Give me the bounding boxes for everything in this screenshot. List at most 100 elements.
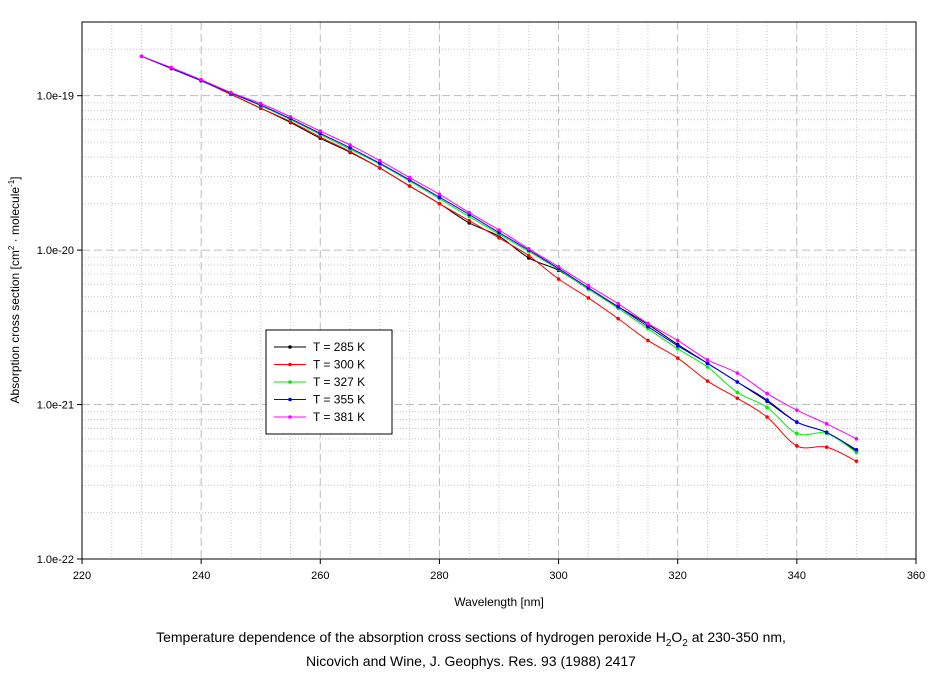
data-point (646, 321, 650, 326)
data-point (497, 236, 501, 240)
data-point (437, 195, 442, 200)
data-point (169, 65, 174, 70)
x-tick-label: 240 (192, 570, 210, 582)
legend-label: T = 285 K (313, 340, 365, 354)
data-point (586, 296, 591, 300)
data-point (497, 230, 501, 235)
x-tick-label: 260 (311, 570, 329, 582)
legend-label: T = 381 K (313, 410, 365, 424)
data-point (646, 324, 650, 329)
y-tick-label: 1.0e-20 (37, 245, 74, 257)
data-point (378, 166, 382, 170)
x-tick-label: 220 (73, 570, 91, 582)
data-point (824, 422, 829, 426)
data-point (229, 90, 233, 95)
data-point (646, 338, 650, 343)
data-point (765, 405, 769, 410)
y-axis-title-exp2: -1 (7, 179, 16, 187)
data-point (616, 316, 620, 321)
data-point (705, 361, 710, 366)
y-tick-label: 1.0e-21 (37, 400, 74, 412)
data-point (556, 277, 561, 281)
y-tick-label: 1.0e-22 (37, 554, 74, 566)
data-point (139, 54, 144, 59)
data-point (675, 356, 680, 360)
plot-frame (81, 21, 917, 560)
caption-sub-1: 2 (665, 637, 672, 649)
data-point (437, 192, 442, 197)
y-axis-title: Absorption cross section [cm2 · molecule… (7, 176, 22, 403)
data-point (675, 346, 680, 351)
data-point (765, 415, 769, 419)
data-point (437, 201, 442, 206)
data-point (526, 253, 531, 258)
caption-line-1-suffix: at 230-350 nm, (687, 629, 786, 645)
data-point (824, 445, 829, 449)
caption-line-1-prefix: Temperature dependence of the absorption… (156, 629, 666, 645)
data-point (497, 228, 501, 232)
data-point (199, 77, 203, 82)
x-tick-label: 360 (907, 570, 925, 582)
series-layer (139, 54, 859, 463)
major-grid (82, 22, 916, 559)
x-axis-title: Wavelength [nm] (454, 595, 544, 609)
data-point (556, 264, 561, 269)
data-point (616, 301, 620, 306)
data-point (616, 304, 620, 309)
x-tick-label: 320 (669, 570, 687, 582)
data-point (348, 145, 352, 150)
data-point (735, 371, 740, 375)
legend-items: T = 285 K T = 300 K T = 327 K T = 355 K T = … (274, 340, 365, 424)
data-point (467, 218, 472, 223)
x-tick-label: 340 (788, 570, 806, 582)
y-axis-title-prefix: Absorption cross section [cm (8, 250, 22, 403)
y-axis-title-middle: · molecule (8, 187, 22, 246)
data-point (735, 390, 740, 395)
data-point (705, 357, 710, 362)
y-axis-title-suffix: ] (8, 176, 22, 179)
series-2 (139, 54, 859, 463)
data-point (467, 210, 472, 215)
data-point (765, 391, 769, 396)
data-point (258, 101, 263, 106)
caption-line-1-mid: O (671, 629, 683, 645)
data-point (795, 408, 799, 412)
x-tick-label: 280 (430, 570, 448, 582)
caption-line-1: Temperature dependence of the absorption… (0, 629, 942, 649)
legend-marker (288, 415, 292, 419)
y-tick-label: 1.0e-19 (37, 91, 74, 103)
x-axis-ticks: 220 240 260 280 300 320 340 360 (73, 559, 925, 582)
legend-marker (288, 345, 292, 349)
data-point (586, 283, 591, 288)
data-point (824, 430, 829, 435)
minor-grid (82, 22, 916, 559)
chart: 220 240 260 280 300 320 340 360 1.0e-22 1.0e-21 1… (7, 21, 925, 609)
data-point (407, 175, 412, 180)
legend-marker (288, 380, 292, 384)
data-point (705, 365, 710, 369)
data-point (526, 246, 531, 251)
data-point (318, 129, 323, 133)
caption-line-2: Nicovich and Wine, J. Geophys. Res. 93 (… (306, 653, 636, 669)
y-axis-title-exp1: 2 (7, 245, 16, 250)
legend-label: T = 300 K (313, 358, 365, 372)
data-point (675, 338, 680, 343)
legend: T = 285 K T = 300 K T = 327 K T = 355 K T = … (265, 329, 393, 435)
legend-marker (288, 362, 292, 367)
x-tick-label: 300 (549, 570, 567, 582)
data-point (735, 380, 740, 384)
data-point (854, 459, 859, 463)
data-point (735, 396, 740, 400)
data-point (675, 344, 680, 348)
data-point (288, 114, 293, 119)
data-point (378, 161, 382, 166)
data-point (348, 143, 352, 147)
data-point (378, 158, 382, 163)
caption-sub-2: 2 (682, 637, 688, 649)
data-point (854, 447, 859, 452)
data-point (854, 437, 859, 441)
data-point (854, 450, 859, 455)
data-point (795, 431, 799, 436)
series-5 (139, 54, 859, 441)
legend-marker (288, 397, 292, 402)
